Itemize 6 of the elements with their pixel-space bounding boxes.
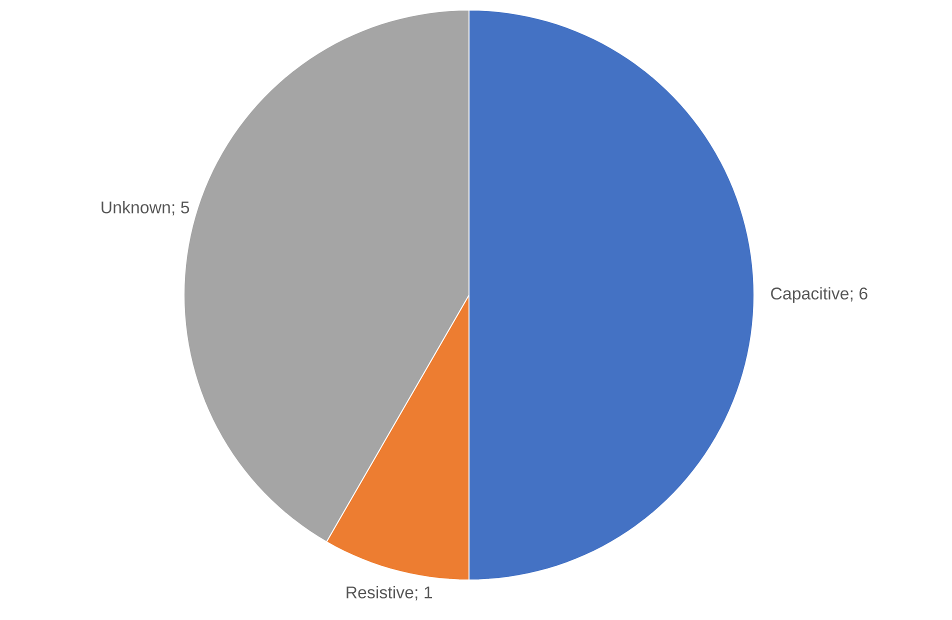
slice-label: Capacitive [771, 287, 849, 303]
data-label: ; 6 [850, 288, 868, 302]
data-label: ; 1 [416, 586, 432, 600]
data-label: ; 5 [172, 202, 190, 216]
slice-label: Unknown [102, 200, 170, 214]
slice-label: Resistive [346, 586, 414, 598]
